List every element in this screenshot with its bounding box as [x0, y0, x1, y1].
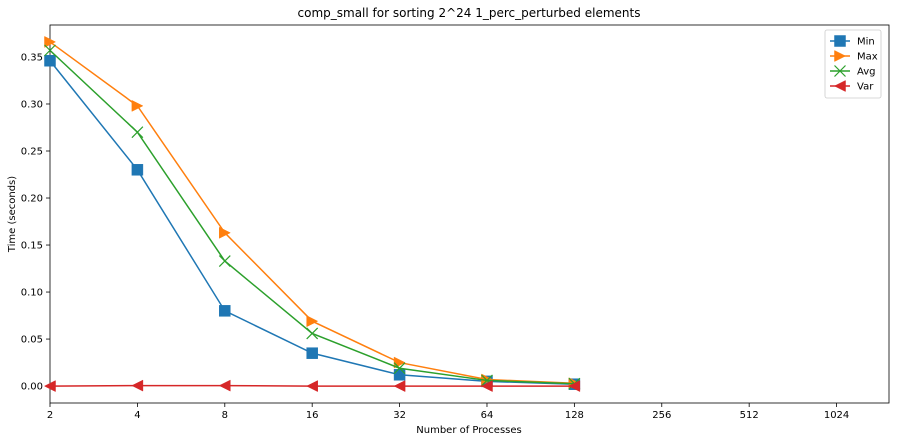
plot-frame — [50, 25, 889, 403]
data-point-min — [219, 305, 230, 316]
series-max — [45, 36, 580, 388]
x-tick-label: 512 — [740, 410, 759, 421]
y-tick-label: 0.30 — [21, 99, 43, 110]
x-tick-label: 1024 — [824, 410, 849, 421]
chart-title: comp_small for sorting 2^24 1_perc_pertu… — [298, 6, 641, 20]
series-line-min — [50, 61, 574, 384]
data-point-min — [394, 369, 405, 380]
x-tick-label: 2 — [47, 410, 53, 421]
data-point-avg — [219, 256, 230, 267]
data-point-min — [45, 55, 56, 66]
x-axis-label: Number of Processes — [416, 425, 521, 436]
y-tick-label: 0.35 — [21, 52, 43, 63]
x-tick-label: 4 — [134, 410, 140, 421]
y-tick-label: 0.05 — [21, 335, 43, 346]
x-tick-label: 8 — [222, 410, 228, 421]
legend-label-var: Var — [857, 82, 874, 93]
y-tick-label: 0.20 — [21, 194, 43, 205]
x-tick-label: 256 — [652, 410, 671, 421]
x-tick-label: 128 — [565, 410, 584, 421]
data-point-var — [132, 380, 143, 391]
axes: 2 4 8 16 32 64 128 256 512 1024 0.00 0.05 0.10 0.15 0.… — [21, 25, 889, 421]
data-point-var — [307, 381, 318, 392]
y-tick-label: 0.15 — [21, 241, 43, 252]
legend: Min Max Avg Var — [825, 30, 881, 98]
data-point-min — [132, 164, 143, 175]
data-point-min — [307, 348, 318, 359]
data-point-max — [307, 316, 318, 327]
series-layer — [45, 36, 580, 391]
x-tick-label: 16 — [306, 410, 319, 421]
y-axis-label: Time (seconds) — [7, 176, 18, 253]
x-tick-label: 64 — [481, 410, 494, 421]
data-point-var — [394, 381, 405, 392]
x-tick-label: 32 — [393, 410, 406, 421]
y-tick-label: 0.00 — [21, 382, 43, 393]
data-point-avg — [132, 127, 143, 138]
y-tick-label: 0.10 — [21, 288, 43, 299]
data-point-max — [132, 100, 143, 111]
legend-marker-min — [835, 36, 846, 47]
y-tick-label: 0.25 — [21, 147, 43, 158]
legend-label-min: Min — [857, 37, 875, 48]
series-line-max — [50, 42, 574, 383]
legend-label-avg: Avg — [857, 67, 876, 78]
data-point-var — [219, 380, 230, 391]
legend-label-max: Max — [857, 52, 878, 63]
series-min — [45, 55, 580, 389]
data-point-avg — [307, 328, 318, 339]
